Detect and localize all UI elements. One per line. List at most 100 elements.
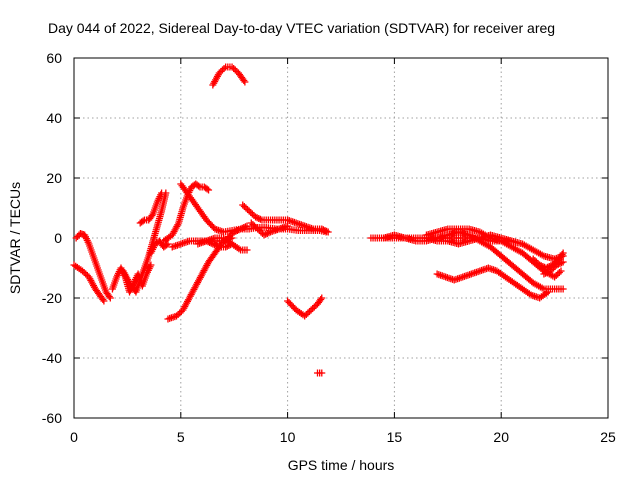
y-tick-label: -60 (42, 410, 62, 426)
data-point (158, 189, 166, 197)
x-tick-label: 0 (70, 429, 78, 445)
x-tick-label: 15 (387, 429, 403, 445)
data-point (147, 261, 155, 269)
data-point (222, 243, 230, 251)
data-point (536, 261, 544, 269)
data-point (324, 228, 332, 236)
data-point (228, 234, 236, 242)
data-point (202, 237, 210, 245)
data-point (262, 230, 270, 238)
data-point (318, 225, 326, 233)
data-point (241, 78, 249, 86)
data-point (217, 68, 225, 75)
data-point (218, 66, 226, 74)
data-point (544, 288, 552, 296)
data-point (302, 311, 310, 318)
y-tick-label: 20 (46, 170, 62, 186)
data-point (551, 273, 559, 281)
data-point (240, 224, 248, 231)
data-point (537, 262, 545, 270)
data-point (248, 210, 256, 218)
data-point (206, 239, 214, 246)
data-point (239, 201, 247, 209)
y-tick-labels: -60 -40 -20 0 20 40 60 (42, 50, 62, 426)
data-point (204, 238, 212, 246)
data-point (553, 261, 561, 269)
data-point (245, 207, 253, 215)
data-point (532, 258, 540, 266)
data-point (257, 228, 265, 236)
data-point (173, 312, 181, 320)
data-point (226, 241, 234, 249)
x-tick-label: 5 (177, 429, 185, 445)
data-point (243, 246, 251, 254)
data-point (310, 303, 318, 311)
data-point (558, 251, 566, 258)
chart-title: Day 044 of 2022, Sidereal Day-to-day VTE… (48, 20, 555, 36)
data-point (79, 267, 87, 275)
data-point (305, 308, 313, 315)
data-point (555, 269, 563, 276)
data-point (559, 258, 567, 266)
data-point (207, 239, 215, 247)
data-point (225, 242, 233, 249)
data-point (242, 204, 250, 212)
data-point (542, 269, 550, 277)
x-axis-label: GPS time / hours (288, 457, 395, 473)
data-point (253, 214, 261, 222)
data-point (317, 296, 325, 303)
data-point (284, 222, 292, 230)
data-point (240, 77, 248, 84)
data-point (252, 224, 260, 231)
y-tick-label: 0 (54, 230, 62, 246)
data-point (100, 297, 108, 305)
data-point (228, 63, 236, 71)
data-point (195, 182, 203, 190)
data-point (260, 231, 268, 239)
data-point (309, 305, 317, 312)
data-points (70, 63, 567, 377)
data-point (318, 294, 326, 302)
data-point (212, 242, 220, 249)
data-point (255, 215, 263, 222)
data-point (249, 221, 257, 228)
data-point (220, 65, 228, 72)
data-point (250, 222, 258, 230)
data-point (230, 65, 238, 72)
data-point (176, 309, 184, 317)
y-tick-label: 60 (46, 50, 62, 66)
data-point (209, 240, 217, 248)
data-point (265, 229, 273, 237)
data-point (174, 311, 182, 318)
data-point (214, 242, 222, 250)
data-point (139, 217, 147, 225)
data-point (552, 272, 560, 279)
data-point (240, 203, 248, 210)
data-point (550, 264, 558, 272)
data-point (548, 266, 556, 273)
y-tick-label: -40 (42, 350, 62, 366)
data-point (247, 219, 255, 227)
data-point (82, 270, 90, 278)
data-point (304, 309, 312, 317)
data-point (554, 260, 562, 268)
data-point (80, 269, 88, 276)
data-point (539, 263, 547, 270)
data-point (244, 206, 252, 213)
x-tick-label: 20 (493, 429, 509, 445)
data-point (256, 215, 264, 223)
data-point (529, 255, 537, 263)
data-point (556, 260, 564, 267)
data-point (255, 227, 263, 234)
y-tick-label: 40 (46, 110, 62, 126)
data-point (559, 249, 567, 257)
data-point (252, 213, 260, 221)
data-point (557, 267, 565, 275)
data-point (223, 242, 231, 250)
data-point (546, 267, 554, 275)
data-point (231, 66, 239, 74)
x-tick-label: 25 (600, 429, 616, 445)
data-point (301, 312, 309, 320)
data-point (307, 306, 315, 314)
